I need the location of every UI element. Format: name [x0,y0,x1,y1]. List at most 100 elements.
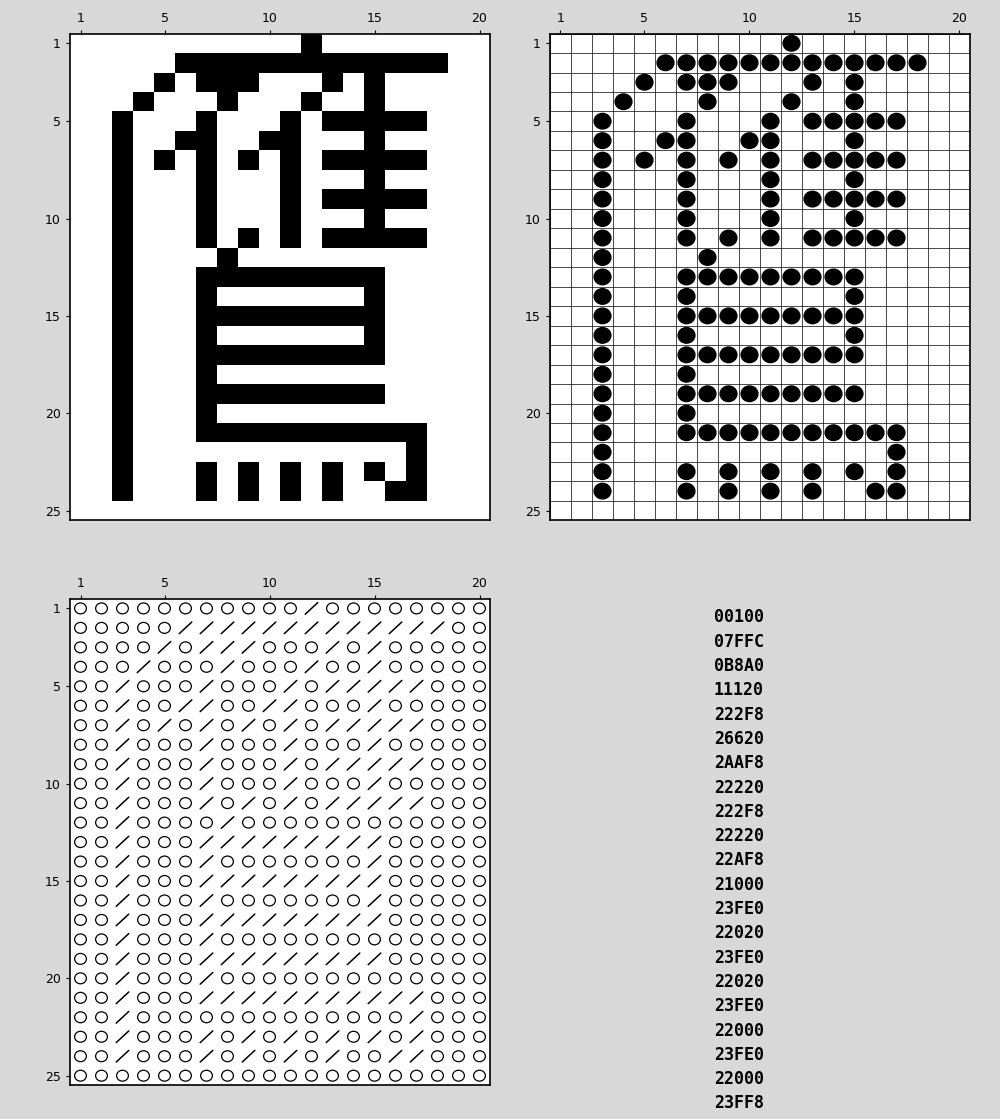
Circle shape [846,270,863,284]
Bar [217,345,238,365]
Bar [301,92,322,112]
Circle shape [825,231,842,246]
Bar [196,423,217,442]
Circle shape [846,133,863,149]
Bar [385,423,406,442]
Circle shape [678,367,695,382]
Circle shape [846,347,863,363]
Bar [322,307,343,326]
Bar [280,462,301,481]
Circle shape [678,425,695,441]
Bar [217,423,238,442]
Circle shape [825,347,842,363]
Bar [112,326,133,345]
Circle shape [678,191,695,207]
Circle shape [867,191,884,207]
Bar [364,462,385,481]
Bar [385,228,406,247]
Circle shape [594,386,611,402]
Circle shape [699,270,716,284]
Circle shape [720,231,737,246]
Circle shape [804,75,821,90]
Circle shape [678,270,695,284]
Bar [112,286,133,307]
Bar [406,423,427,442]
Circle shape [594,425,611,441]
Circle shape [657,55,674,70]
Bar [343,53,364,73]
Circle shape [888,231,905,246]
Bar [301,53,322,73]
Circle shape [867,231,884,246]
Circle shape [594,250,611,265]
Bar [406,189,427,209]
Circle shape [699,55,716,70]
Circle shape [846,289,863,304]
Circle shape [804,386,821,402]
Circle shape [594,113,611,129]
Circle shape [699,386,716,402]
Bar [238,150,259,170]
Bar [301,267,322,286]
Circle shape [594,483,611,499]
Bar [406,481,427,501]
Bar [217,247,238,267]
Circle shape [762,386,779,402]
Circle shape [720,483,737,499]
Bar [343,267,364,286]
Bar [238,384,259,404]
Bar [280,209,301,228]
Circle shape [720,270,737,284]
Bar [364,131,385,150]
Circle shape [720,152,737,168]
Circle shape [720,386,737,402]
Bar [364,150,385,170]
Bar [322,53,343,73]
Circle shape [783,36,800,51]
Bar [385,189,406,209]
Bar [301,423,322,442]
Bar [280,131,301,150]
Circle shape [825,152,842,168]
Bar [364,345,385,365]
Circle shape [846,152,863,168]
Circle shape [720,308,737,323]
Circle shape [825,270,842,284]
Bar [196,286,217,307]
Bar [217,92,238,112]
Circle shape [804,425,821,441]
Bar [364,423,385,442]
Circle shape [594,270,611,284]
Bar [112,170,133,189]
Bar [364,189,385,209]
Circle shape [804,347,821,363]
Bar [364,112,385,131]
Bar [238,462,259,481]
Bar [364,326,385,345]
Bar [112,481,133,501]
Circle shape [867,152,884,168]
Circle shape [804,270,821,284]
Circle shape [594,405,611,421]
Circle shape [825,113,842,129]
Bar [217,73,238,92]
Bar [322,345,343,365]
Circle shape [909,55,926,70]
Bar [196,131,217,150]
Circle shape [720,464,737,479]
Circle shape [804,483,821,499]
Bar [259,53,280,73]
Bar [406,462,427,481]
Circle shape [678,308,695,323]
Circle shape [678,405,695,421]
Bar [112,384,133,404]
Circle shape [594,191,611,207]
Bar [280,345,301,365]
Bar [364,307,385,326]
Circle shape [888,483,905,499]
Bar [280,267,301,286]
Circle shape [678,172,695,187]
Bar [343,189,364,209]
Circle shape [594,464,611,479]
Bar [385,112,406,131]
